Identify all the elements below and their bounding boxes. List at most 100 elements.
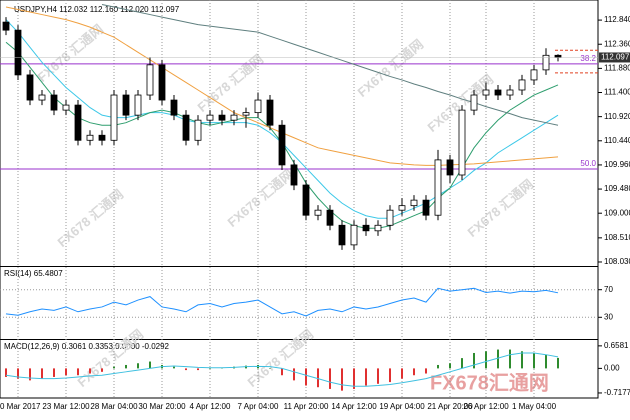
- candle-body: [242, 112, 250, 116]
- macd-bar: [497, 349, 499, 369]
- candle-body: [410, 199, 418, 207]
- x-tick-label: 20 Mar 2017: [0, 402, 41, 411]
- y-tick-label: 30: [604, 312, 613, 321]
- x-tick-label: 26 Apr 12:00: [463, 402, 509, 411]
- candle-body: [506, 89, 514, 96]
- candle-body: [182, 114, 190, 141]
- last-price-label: 112.097: [601, 53, 630, 62]
- x-tick-label: 14 Apr 12:00: [331, 402, 377, 411]
- candle-body: [26, 74, 34, 101]
- candle-body: [38, 94, 46, 101]
- candle-body: [254, 99, 262, 114]
- candle-body: [434, 159, 442, 216]
- macd-bar: [5, 368, 7, 377]
- macd-bar: [521, 351, 523, 369]
- candle-body: [518, 79, 526, 91]
- y-tick-label: 70: [604, 285, 613, 294]
- macd-bar: [557, 357, 559, 369]
- candle-body: [290, 164, 298, 186]
- macd-bar: [401, 368, 403, 379]
- candle-body: [194, 119, 202, 141]
- candle-body: [458, 109, 466, 176]
- y-tick-label: 108.510: [604, 233, 630, 242]
- candle-body: [206, 114, 214, 121]
- candle-body: [542, 54, 550, 71]
- macd-bar: [317, 368, 319, 388]
- candle-body: [86, 134, 94, 141]
- candle-body: [146, 64, 154, 96]
- macd-bar: [197, 368, 199, 371]
- macd-bar: [53, 368, 55, 377]
- macd-bar: [389, 368, 391, 383]
- y-tick-label: 112.360: [604, 39, 630, 48]
- signal-line: [5, 352, 559, 387]
- macd-bar: [437, 364, 439, 369]
- macd-bar: [65, 368, 67, 376]
- x-tick-label: 23 Mar 12:00: [42, 402, 90, 411]
- macd-bar: [305, 368, 307, 386]
- x-tick-label: 21 Apr 20:00: [427, 402, 473, 411]
- x-tick-label: 11 Apr 20:00: [284, 402, 329, 411]
- candle-body: [374, 224, 382, 232]
- macd-title: MACD(12,26,9) 0.3061 0.3353 0.0000 -0.02…: [4, 342, 170, 351]
- y-tick-label: 111.880: [604, 63, 630, 72]
- macd-bar: [17, 368, 19, 379]
- candle-body: [494, 89, 502, 96]
- y-tick-label: 111.400: [604, 88, 630, 97]
- y-tick-label: 0.6581: [604, 341, 629, 350]
- macd-bar: [449, 363, 451, 369]
- macd-bar: [377, 368, 379, 384]
- chart-title: USDJPY,H4 112.032 112.160 112.020 112.09…: [14, 5, 180, 14]
- candle-body: [398, 205, 406, 211]
- candle-body: [278, 124, 286, 166]
- candle-body: [110, 94, 118, 141]
- candle-body: [158, 64, 166, 101]
- x-tick-label: 19 Apr 04:00: [379, 402, 425, 411]
- candle-body: [446, 159, 454, 176]
- candle-body: [386, 209, 394, 226]
- moving-average: [101, 4, 559, 126]
- candle-body: [554, 54, 562, 58]
- rsi-line: [5, 287, 559, 317]
- plot-frame: [0, 0, 599, 399]
- candle-body: [98, 134, 106, 141]
- candle-body: [350, 224, 358, 246]
- macd-bar: [41, 368, 43, 379]
- macd-bar: [185, 368, 187, 371]
- y-tick-label: -0.7177: [604, 388, 630, 397]
- y-tick-label: 112.840: [604, 15, 630, 24]
- candle-body: [302, 184, 310, 216]
- rsi-title: RSI(14) 65.4807: [4, 269, 63, 278]
- candle-body: [2, 21, 10, 31]
- y-tick-label: 110.920: [604, 112, 630, 121]
- candle-body: [482, 89, 490, 96]
- x-tick-label: 1 May 04:00: [512, 402, 557, 411]
- x-tick-label: 7 Apr 04:00: [238, 402, 279, 411]
- macd-bar: [533, 352, 535, 369]
- candle-body: [134, 94, 142, 116]
- candle-body: [266, 99, 274, 126]
- fib-level-label: 38.2: [580, 54, 596, 63]
- candle-body: [122, 94, 130, 116]
- macd-bar: [137, 363, 139, 369]
- macd-bar: [281, 368, 283, 376]
- fib-level-label: 50.0: [580, 159, 596, 168]
- candle-body: [470, 94, 478, 111]
- y-tick-label: 110.440: [604, 136, 630, 145]
- x-tick-label: 28 Mar 04:00: [90, 402, 138, 411]
- candle-body: [170, 99, 178, 116]
- candle-body: [62, 104, 70, 111]
- candle-body: [230, 114, 238, 121]
- macd-bar: [29, 368, 31, 381]
- candle-body: [422, 199, 430, 216]
- macd-bar: [149, 361, 151, 369]
- macd-bar: [293, 368, 295, 381]
- macd-bar: [113, 366, 115, 369]
- macd-bar: [173, 366, 175, 369]
- candle-body: [218, 114, 226, 121]
- macd-bar: [509, 349, 511, 369]
- logo: FX678汇通网: [430, 371, 549, 394]
- y-tick-label: 109.480: [604, 184, 630, 193]
